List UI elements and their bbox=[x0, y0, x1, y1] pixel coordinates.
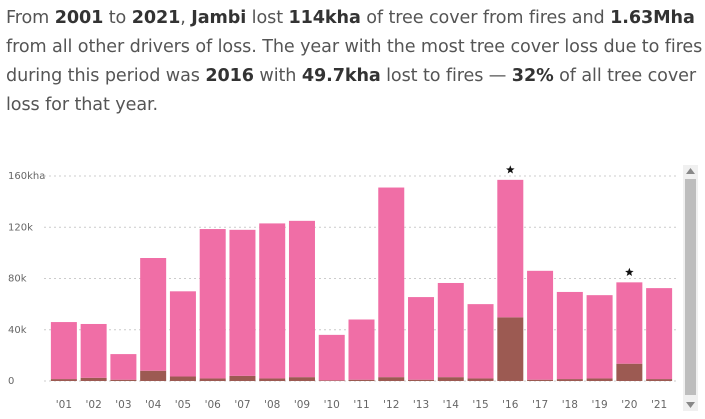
bar-segment bbox=[80, 323, 107, 378]
bar-segment bbox=[288, 220, 315, 378]
summary-highlight: 114kha bbox=[288, 8, 361, 28]
x-tick-label: '18 bbox=[562, 399, 578, 411]
summary-highlight: Jambi bbox=[191, 8, 247, 28]
bar-segment bbox=[586, 378, 613, 381]
x-tick-label: '04 bbox=[145, 399, 162, 411]
bar-segment bbox=[437, 282, 464, 378]
bar-segment bbox=[378, 187, 405, 378]
bar-segment bbox=[378, 377, 405, 381]
bar-segment bbox=[259, 378, 286, 381]
bar-segment bbox=[140, 258, 167, 371]
bar-segment bbox=[169, 291, 196, 377]
scrollbar-thumb[interactable] bbox=[685, 179, 696, 395]
bar-segment bbox=[199, 229, 226, 379]
x-tick-label: '17 bbox=[532, 399, 548, 411]
x-tick-label: '02 bbox=[86, 399, 102, 411]
bar-segment bbox=[556, 379, 583, 381]
bar-segment bbox=[586, 295, 613, 379]
bar-segment bbox=[646, 379, 673, 381]
summary-highlight: 2016 bbox=[205, 66, 254, 86]
x-tick-label: '21 bbox=[651, 399, 667, 411]
x-tick-label: '14 bbox=[443, 399, 460, 411]
bar-segment bbox=[80, 377, 107, 381]
x-tick-label: '20 bbox=[621, 399, 637, 411]
bar-segment bbox=[408, 379, 435, 381]
summary-highlight: 49.7kha bbox=[301, 66, 381, 86]
x-tick-label: '16 bbox=[502, 399, 519, 411]
y-tick-label: 160kha bbox=[8, 171, 45, 182]
bar-segment bbox=[288, 377, 315, 381]
bar-segment bbox=[527, 379, 554, 381]
y-tick-label: 80k bbox=[8, 274, 27, 285]
bar-segment bbox=[556, 291, 583, 380]
x-tick-label: '15 bbox=[472, 399, 488, 411]
bar-segment bbox=[199, 378, 226, 381]
summary-text: From bbox=[6, 8, 55, 28]
x-tick-label: '11 bbox=[353, 399, 369, 411]
star bbox=[625, 267, 634, 276]
scroll-down[interactable] bbox=[686, 402, 695, 408]
summary-highlight: 2021 bbox=[131, 8, 181, 28]
bar-segment bbox=[140, 370, 167, 381]
bar-segment bbox=[348, 379, 375, 381]
bar-segment bbox=[50, 322, 77, 380]
star bbox=[506, 165, 515, 174]
scroll-up[interactable] bbox=[686, 168, 695, 174]
x-tick-label: '07 bbox=[234, 399, 250, 411]
summary-text: lost bbox=[246, 8, 289, 28]
bar-segment bbox=[110, 379, 137, 381]
summary-highlight: 1.63Mha bbox=[610, 8, 695, 28]
summary-highlight: 2001 bbox=[54, 8, 104, 28]
bar-segment bbox=[467, 304, 494, 379]
x-tick-label: '06 bbox=[205, 399, 222, 411]
y-tick-label: 0 bbox=[8, 376, 14, 387]
summary: From 2001 to 2021, Jambi lost 114kha of … bbox=[6, 4, 705, 120]
x-tick-label: '09 bbox=[294, 399, 310, 411]
bar-segment bbox=[318, 334, 345, 381]
bar-segment bbox=[616, 363, 643, 381]
x-tick-label: '19 bbox=[591, 399, 607, 411]
summary-text: lost to fires — bbox=[380, 66, 512, 86]
bar-segment bbox=[646, 288, 673, 380]
bar-segment bbox=[408, 297, 435, 380]
bar-segment bbox=[467, 378, 494, 381]
summary-text: to bbox=[103, 8, 132, 28]
summary-text: of tree cover from fires and bbox=[360, 8, 611, 28]
bar-segment bbox=[318, 380, 345, 381]
x-tick-label: '05 bbox=[175, 399, 191, 411]
bar-segment bbox=[169, 376, 196, 381]
x-tick-label: '01 bbox=[56, 399, 72, 411]
summary-text: with bbox=[253, 66, 302, 86]
bar-segment bbox=[50, 379, 77, 381]
x-tick-label: '08 bbox=[264, 399, 280, 411]
bar-segment bbox=[259, 223, 286, 379]
x-tick-label: '10 bbox=[324, 399, 340, 411]
bar-segment bbox=[229, 229, 256, 376]
bar-segment bbox=[348, 319, 375, 380]
summary-text: from all other drivers of loss. The year… bbox=[6, 37, 703, 86]
bar-segment bbox=[229, 375, 256, 381]
x-tick-label: '12 bbox=[383, 399, 399, 411]
bar-segment bbox=[497, 179, 524, 318]
x-tick-label: '13 bbox=[413, 399, 429, 411]
y-tick-label: 40k bbox=[8, 325, 27, 336]
x-tick-label: '03 bbox=[115, 399, 131, 411]
y-tick-label: 120k bbox=[8, 222, 33, 233]
summary-text: , bbox=[180, 8, 192, 28]
bar-segment bbox=[616, 282, 643, 364]
summary-text: of all tree cover loss for that year. bbox=[6, 66, 696, 115]
bar-segment bbox=[437, 377, 464, 381]
bar-segment bbox=[110, 354, 137, 380]
bar-segment bbox=[497, 317, 524, 381]
bar-segment bbox=[527, 270, 554, 380]
summary-highlight: 32% bbox=[511, 66, 554, 86]
